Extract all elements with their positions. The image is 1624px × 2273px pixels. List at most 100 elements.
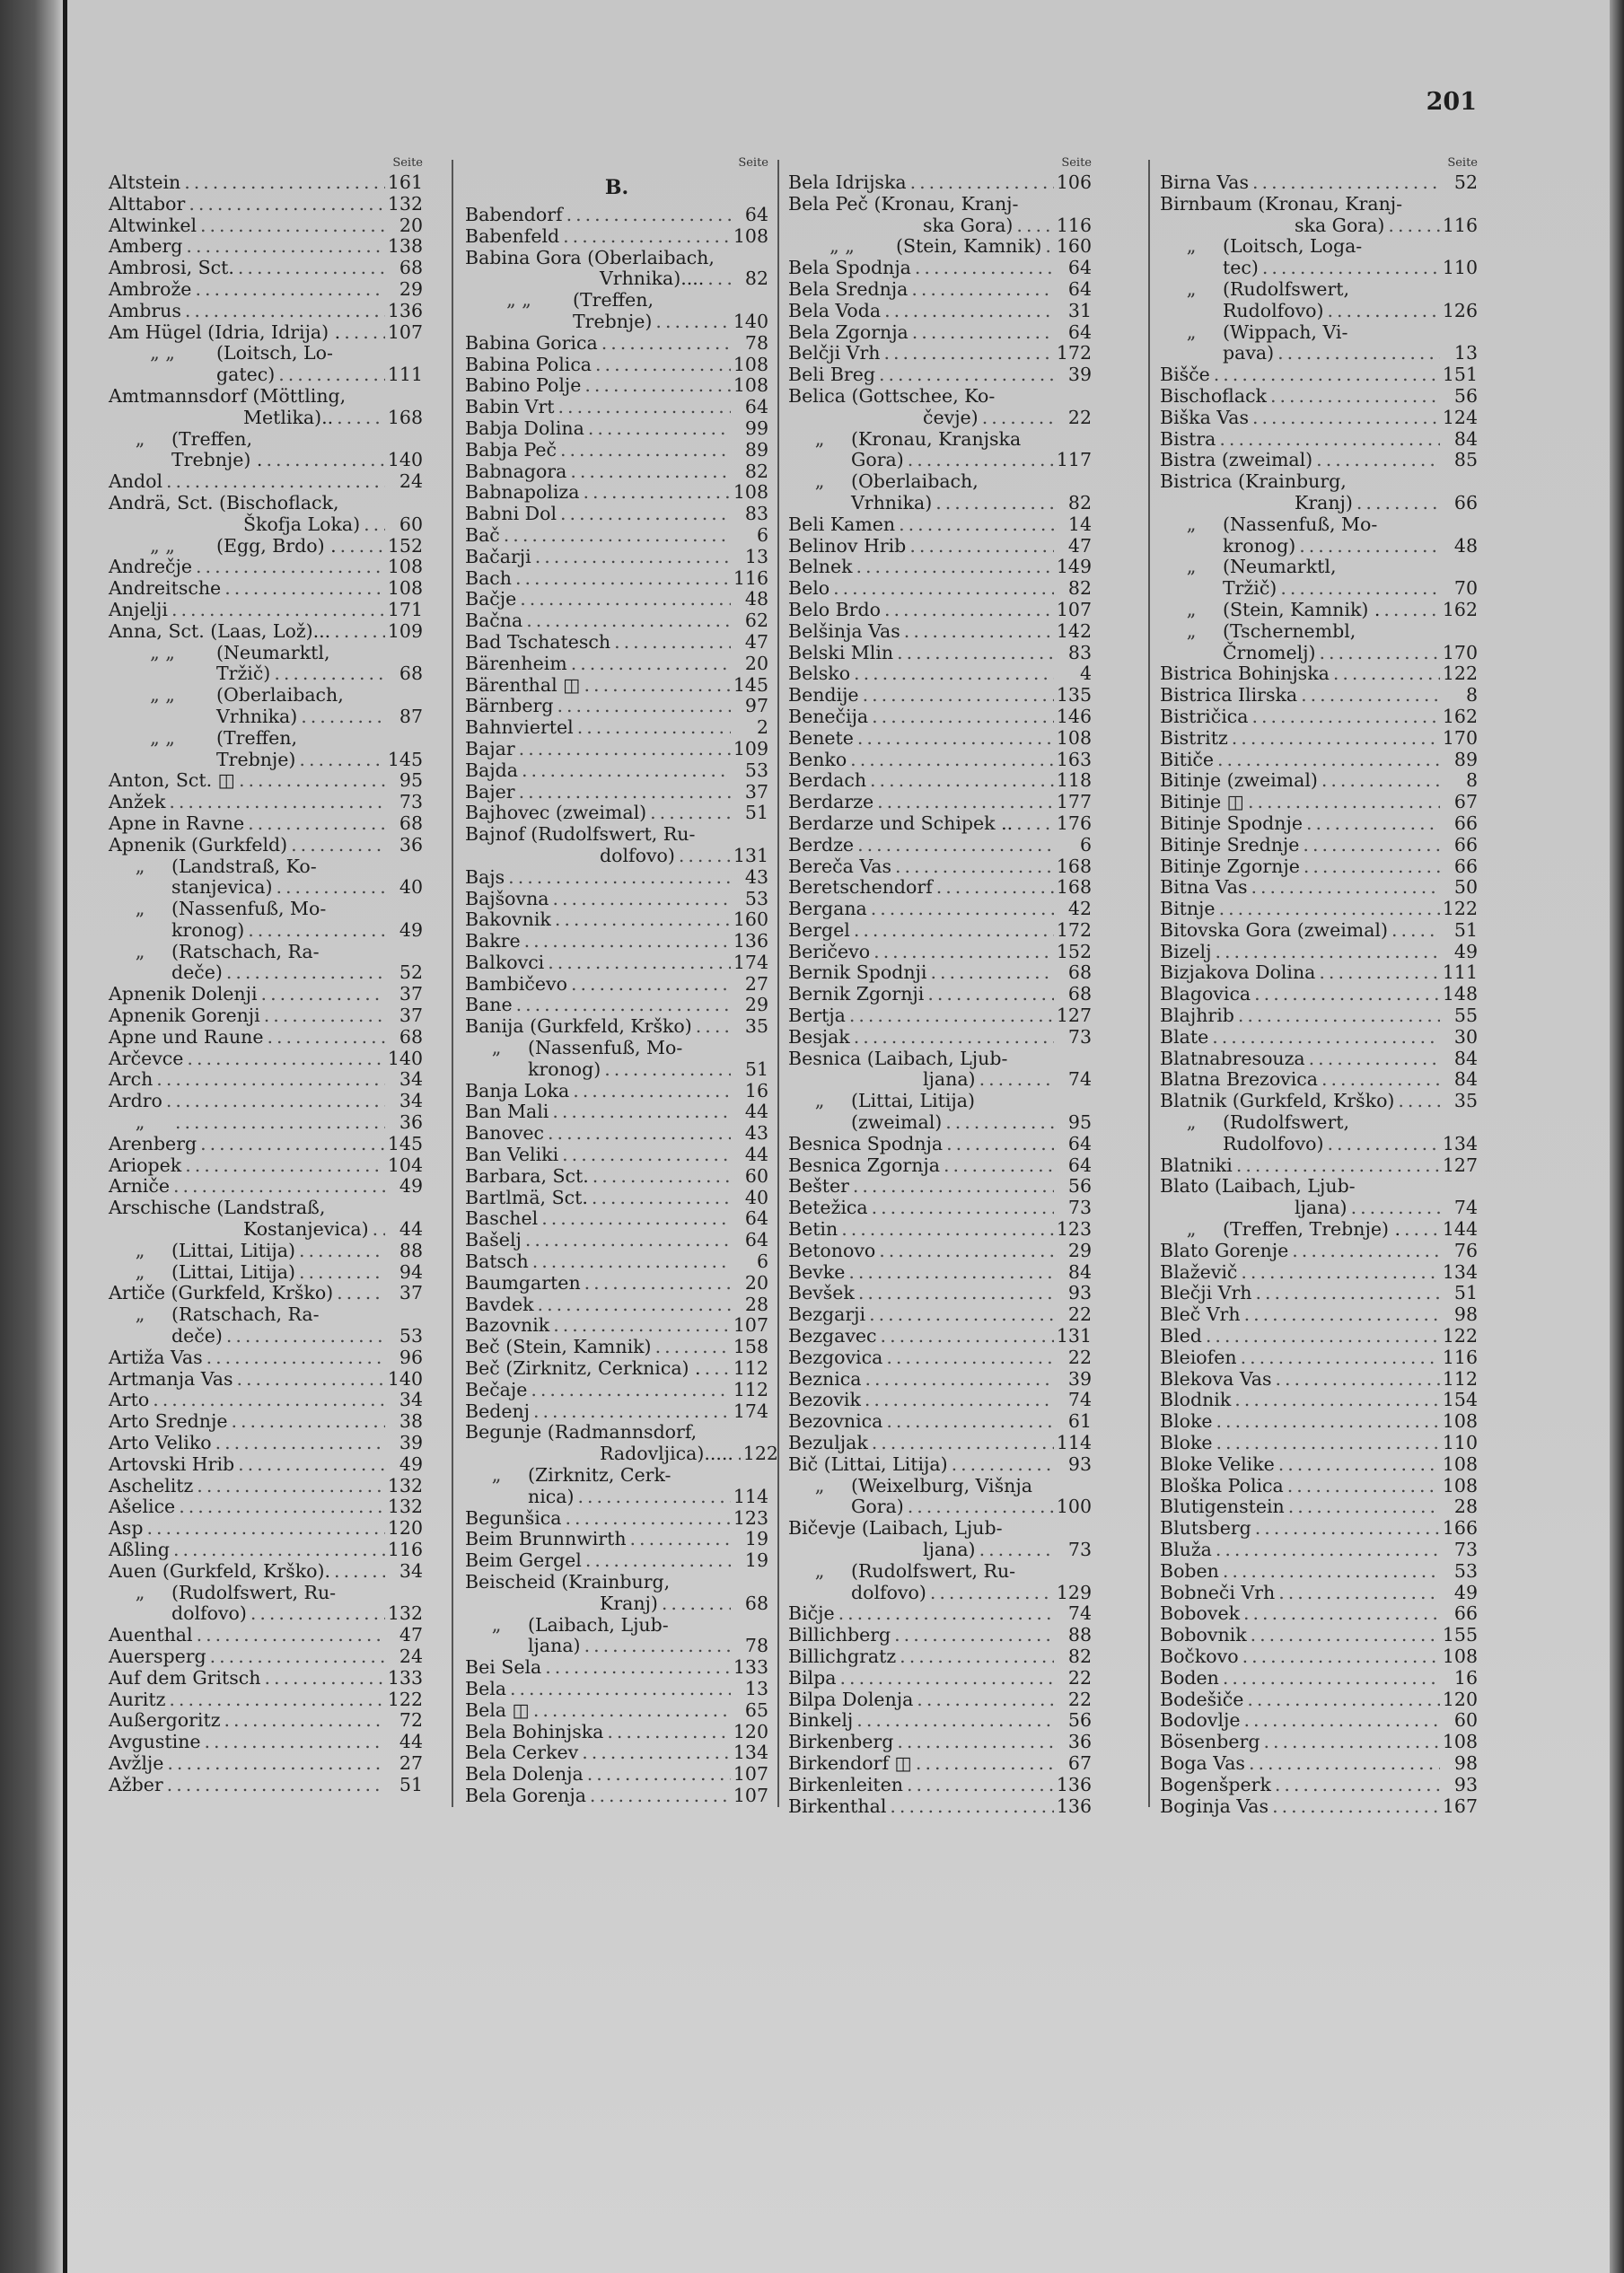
dot-leader xyxy=(893,1732,1054,1753)
index-entry: „ (Nassenfuß, Mo-kronog) 51 xyxy=(465,1037,768,1081)
place-name: Ambrosi, Sct. xyxy=(109,257,234,279)
place-name: Besnica Zgornja xyxy=(788,1154,940,1176)
entry-line: Radovljica)..... 122 xyxy=(465,1443,778,1465)
dot-leader xyxy=(1400,1219,1440,1241)
place-name: Auenthal xyxy=(109,1624,193,1646)
dot-leader xyxy=(904,450,1054,471)
entry-line: Berdarze und Schipek .. 176 xyxy=(788,812,1092,835)
place-name: (Egg, Brdo) . xyxy=(216,534,337,557)
index-entry: Birkenberg 36 xyxy=(788,1731,1092,1753)
index-entry: „ (Laibach, Ljub-ljana) 78 xyxy=(465,1614,768,1658)
ditto-mark: „ xyxy=(135,1260,145,1283)
entry-line: Auersperg 24 xyxy=(109,1646,423,1668)
entry-line: Ambrože 29 xyxy=(109,278,423,301)
dot-leader xyxy=(976,1540,1054,1561)
page-reference: 132 xyxy=(387,1474,423,1496)
index-entry: Bakre 136 xyxy=(465,930,768,952)
entry-line: dolfovo) 132 xyxy=(109,1603,423,1625)
entry-line: Anžek 73 xyxy=(109,791,423,813)
entry-line: Trebnje) . 140 xyxy=(109,450,423,471)
entry-line: tec) 110 xyxy=(1160,257,1478,279)
entry-line: Bane 29 xyxy=(465,995,768,1016)
entry-line: Babja Dolina 99 xyxy=(465,417,768,440)
dot-leader xyxy=(581,1636,731,1657)
index-entry: Beč (Stein, Kamnik) 158 xyxy=(465,1336,768,1358)
entry-line: Arniče 49 xyxy=(109,1176,423,1198)
place-name: Andrečje xyxy=(109,556,193,578)
place-name: Bela Idrijska xyxy=(788,171,907,193)
place-name: Bedenj xyxy=(465,1400,531,1422)
place-name: (Littai, Litija) xyxy=(171,1239,295,1261)
entry-line: Bitinje (zweimal) 8 xyxy=(1160,770,1478,792)
place-name: Benečija xyxy=(788,705,869,727)
dot-leader xyxy=(264,1027,386,1049)
place-name: Babja Dolina xyxy=(465,417,584,439)
place-name: (Wippach, Vi- xyxy=(1223,320,1348,343)
entry-line: „ „ (Stein, Kamnik) 160 xyxy=(788,236,1092,258)
index-entry: „ (Wippach, Vi-pava) 13 xyxy=(1160,320,1478,365)
page-reference: 84 xyxy=(1453,1047,1478,1069)
index-entry: Bernik Spodnji 68 xyxy=(788,962,1092,984)
page-reference: 172 xyxy=(1056,342,1092,364)
page-number: 201 xyxy=(1426,88,1477,116)
index-entry: Blajhrib 55 xyxy=(1160,1005,1478,1027)
page-reference: 85 xyxy=(1453,449,1478,471)
entry-line: Blatnik (Gurkfeld, Krško) 35 xyxy=(1160,1090,1478,1112)
page-reference: 68 xyxy=(399,663,423,685)
page-reference: 64 xyxy=(1067,1132,1092,1154)
dot-leader xyxy=(287,835,385,856)
index-entry: „ (Ratschach, Ra-deče) 52 xyxy=(109,940,423,985)
index-entry: Bodešiče 120 xyxy=(1160,1689,1478,1711)
entry-line: „ (Wippach, Vi- xyxy=(1160,320,1478,344)
index-entry: Bajšovna 53 xyxy=(465,888,768,910)
column-divider xyxy=(1148,160,1150,1807)
index-entry: Blatnik (Gurkfeld, Krško) 35 xyxy=(1160,1090,1478,1112)
index-entry: Bambičevo 27 xyxy=(465,973,768,996)
dot-leader xyxy=(603,1722,731,1743)
entry-line: dolfovo) 131 xyxy=(465,845,768,867)
place-name: Bodešiče xyxy=(1160,1688,1244,1710)
page-reference: 116 xyxy=(387,1539,423,1560)
dot-leader xyxy=(262,450,385,471)
place-name: Beretschendorf xyxy=(788,876,933,899)
place-name: Bitinje Srednje xyxy=(1160,833,1300,856)
entry-line: „ (Rudolfswert, Ru- xyxy=(109,1581,423,1604)
index-entry: Artiče (Gurkfeld, Krško) 37 xyxy=(109,1283,423,1304)
dot-leader xyxy=(886,1796,1054,1818)
dot-leader xyxy=(1233,1155,1440,1177)
page-reference: 123 xyxy=(733,1506,768,1529)
entry-line: Bazovnik 107 xyxy=(465,1315,768,1337)
dot-leader xyxy=(1241,1304,1440,1326)
page-reference: 136 xyxy=(1056,1795,1092,1817)
entry-line: Bela ◫ 65 xyxy=(465,1699,768,1722)
index-entry: „ (Littai, Litija) 88 xyxy=(109,1239,423,1262)
column-header-seite: Seite xyxy=(1061,156,1092,170)
place-name: (Ratschach, Ra- xyxy=(171,940,320,962)
entry-line: Apnenik Gorenji 37 xyxy=(109,1005,423,1027)
dot-leader xyxy=(913,1689,1054,1711)
page-reference: 124 xyxy=(1442,406,1478,428)
place-name: (Rudolfswert, Ru- xyxy=(171,1581,337,1603)
place-name: Ašelice xyxy=(109,1496,176,1518)
index-entry: Begunje (Radmannsdorf,Radovljica)..... 12… xyxy=(465,1422,778,1465)
dot-leader xyxy=(333,1283,385,1304)
page-reference: 108 xyxy=(1442,1410,1478,1433)
index-entry: Bizelj 49 xyxy=(1160,941,1478,963)
entry-line: Bevšek 93 xyxy=(788,1283,1092,1304)
index-entry: „ (Nassenfuß, Mo-kronog) 49 xyxy=(109,898,423,942)
place-name: Amberg xyxy=(109,235,183,258)
entry-line: Bitna Vas 50 xyxy=(1160,876,1478,899)
entry-line: „ (Littai, Litija) 94 xyxy=(109,1260,423,1284)
index-entry: Bobovek 66 xyxy=(1160,1603,1478,1625)
place-name: Ažber xyxy=(109,1773,163,1795)
index-entry: Avžlje 27 xyxy=(109,1752,423,1775)
dot-leader xyxy=(895,514,1054,536)
dot-leader xyxy=(559,226,731,248)
place-name: Benko xyxy=(788,748,847,770)
entry-line: Babin Vrt 64 xyxy=(465,396,768,418)
index-entry: Bitovska Gora (zweimal) 51 xyxy=(1160,919,1478,942)
place-name: Beim Gergel xyxy=(465,1549,582,1572)
page-reference: 168 xyxy=(1056,876,1092,899)
dot-leader xyxy=(574,717,731,739)
index-entry: Bezgavec 131 xyxy=(788,1325,1092,1347)
